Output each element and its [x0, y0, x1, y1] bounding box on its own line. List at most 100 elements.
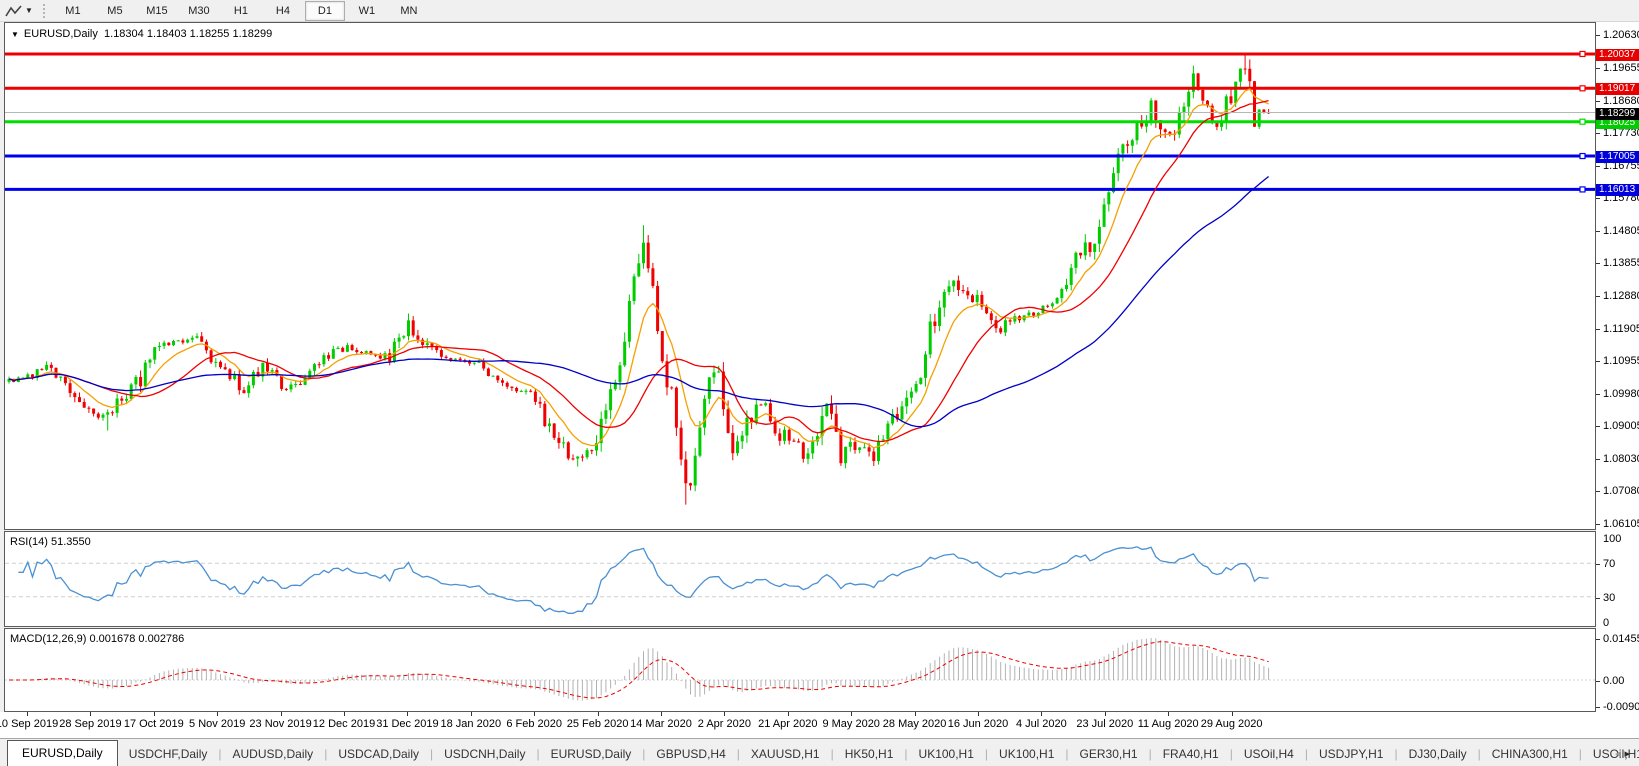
date-tick-mark: [1168, 712, 1170, 716]
scroll-tabs-left-icon[interactable]: ◂: [1614, 748, 1625, 760]
timeframe-button-h4[interactable]: H4: [275, 4, 290, 17]
price-tick-label: 1.13855: [1603, 257, 1639, 270]
timeframe-button-d1[interactable]: D1: [304, 0, 345, 21]
rsi-tick-mark: [1596, 564, 1600, 566]
line-anchor-handle[interactable]: [1579, 152, 1586, 160]
candle-body: [848, 442, 852, 447]
candle-body: [961, 289, 965, 292]
chart-tab-usoil-h4[interactable]: USOil,H4: [1243, 747, 1294, 761]
rsi-indicator-panel[interactable]: RSI(14) 51.3550: [4, 531, 1596, 627]
chart-tab-eurusd-daily[interactable]: EURUSD,Daily: [7, 740, 118, 766]
timeframe-button-mn[interactable]: MN: [400, 4, 418, 17]
chart-tab-audusd-daily[interactable]: AUDUSD,Daily: [232, 747, 314, 761]
zigzag-line-icon: [5, 4, 22, 16]
candle-body: [209, 350, 213, 363]
chart-tab-usoil-h1[interactable]: USOil,H1: [1592, 747, 1639, 761]
chart-ohlc-values: 1.18304 1.18403 1.18255 1.18299: [104, 28, 273, 40]
timeframe-button-h1[interactable]: H1: [233, 4, 248, 17]
chart-tab-eurusd-daily[interactable]: EURUSD,Daily: [550, 747, 632, 761]
candle-body: [1144, 121, 1148, 127]
price-tick-mark: [1596, 426, 1600, 428]
candle-body: [1050, 303, 1054, 307]
chart-symbol: EURUSD,Daily: [23, 28, 98, 40]
candle-body: [548, 423, 551, 427]
chart-tab-hk50-h1[interactable]: HK50,H1: [844, 747, 894, 761]
tab-scroll-arrows: ◂▸: [1615, 747, 1634, 760]
macd-tick-label: 0.014556: [1603, 633, 1639, 645]
candle-body: [778, 433, 782, 441]
candle-body: [200, 336, 204, 342]
candle-body: [162, 342, 166, 346]
timeframe-button-m30[interactable]: M30: [188, 4, 210, 17]
line-anchor-handle[interactable]: [1579, 186, 1586, 193]
candle-body: [797, 441, 801, 443]
main-price-chart-panel[interactable]: ▼ EURUSD,Daily 1.18304 1.18403 1.18255 1.…: [4, 22, 1596, 530]
timeframe-button-w1[interactable]: W1: [358, 4, 376, 17]
chart-tab-china300-h1[interactable]: CHINA300,H1: [1491, 747, 1568, 761]
candle-body: [449, 357, 453, 360]
chart-tab-usdcnh-daily[interactable]: USDCNH,Daily: [444, 747, 526, 761]
candle-body: [195, 336, 199, 338]
candle-body: [679, 427, 683, 460]
date-tick-label: 5 Nov 2019: [189, 718, 246, 730]
scroll-tabs-right-icon[interactable]: ▸: [1624, 748, 1634, 760]
candle-body: [1210, 105, 1214, 122]
candle-body: [599, 418, 603, 444]
symbol-dropdown-icon[interactable]: ▼: [11, 30, 19, 39]
candle-body: [59, 376, 63, 378]
chart-tab-dj30-daily[interactable]: DJ30,Daily: [1408, 747, 1467, 761]
candle-body: [1257, 109, 1261, 127]
price-axis[interactable]: 1.20630 1.19655 1.18680 1.17730 1.16755 1.157…: [1596, 21, 1639, 713]
candle-body: [947, 286, 951, 292]
chart-tab-xauusd-h1[interactable]: XAUUSD,H1: [750, 747, 820, 761]
candle-body: [35, 369, 39, 378]
candle-body: [877, 440, 880, 462]
rsi-chart-canvas[interactable]: [5, 532, 1595, 626]
timeframe-button-m5[interactable]: M5: [107, 4, 123, 17]
chart-tab-gbpusd-h4[interactable]: GBPUSD,H4: [656, 747, 726, 761]
candle-body: [928, 321, 932, 355]
level-price-tag: 1.18025: [1596, 116, 1639, 129]
candle-body: [613, 382, 617, 390]
price-tick-mark: [1596, 459, 1600, 461]
candle-body: [139, 376, 143, 387]
candle-body: [1154, 100, 1158, 121]
candle-body: [270, 370, 274, 372]
line-studies-icon[interactable]: ▼: [5, 4, 33, 18]
chart-tab-uk100-h1[interactable]: UK100,H1: [918, 747, 974, 761]
date-tick-label: 21 Apr 2020: [758, 718, 818, 730]
chart-tab-usdchf-daily[interactable]: USDCHF,Daily: [128, 747, 208, 761]
chart-tab-usdjpy-h1[interactable]: USDJPY,H1: [1318, 747, 1384, 761]
date-tick-mark: [851, 712, 853, 716]
date-tick-mark: [914, 712, 916, 716]
date-tick-label: 29 Aug 2020: [1200, 718, 1263, 730]
price-tick-label: 1.20630: [1603, 29, 1639, 41]
candle-body: [543, 403, 547, 427]
line-anchor-handle[interactable]: [1579, 50, 1586, 58]
candle-body: [515, 387, 519, 392]
chart-tab-uk100-h1[interactable]: UK100,H1: [999, 747, 1055, 761]
macd-indicator-panel[interactable]: MACD(12,26,9) 0.001678 0.002786: [4, 628, 1596, 712]
candle-body: [839, 431, 843, 464]
candle-body: [853, 442, 857, 451]
candle-body: [1130, 140, 1134, 146]
line-anchor-handle[interactable]: [1579, 118, 1586, 125]
candle-body: [176, 340, 180, 342]
candle-body: [374, 354, 378, 356]
chart-tab-usdcad-daily[interactable]: USDCAD,Daily: [338, 747, 419, 761]
candle-body: [1177, 112, 1181, 135]
candlestick-chart-canvas[interactable]: [5, 23, 1595, 529]
chart-tab-fra40-h1[interactable]: FRA40,H1: [1162, 747, 1219, 761]
time-axis[interactable]: 10 Sep 2019 28 Sep 2019 17 Oct 2019 5 Nov 2…: [0, 712, 1639, 738]
candle-body: [1149, 100, 1153, 122]
candle-body: [148, 359, 152, 363]
line-anchor-handle[interactable]: [1579, 85, 1586, 92]
chart-tab-ger30-h1[interactable]: GER30,H1: [1079, 747, 1138, 761]
timeframe-button-m15[interactable]: M15: [146, 4, 168, 17]
chevron-down-icon[interactable]: ▼: [25, 6, 33, 15]
candle-body: [627, 301, 631, 342]
date-tick-label: 23 Jul 2020: [1076, 718, 1134, 730]
timeframe-button-m1[interactable]: M1: [65, 4, 81, 17]
date-tick-mark: [1104, 712, 1106, 716]
macd-chart-canvas[interactable]: [5, 629, 1595, 711]
